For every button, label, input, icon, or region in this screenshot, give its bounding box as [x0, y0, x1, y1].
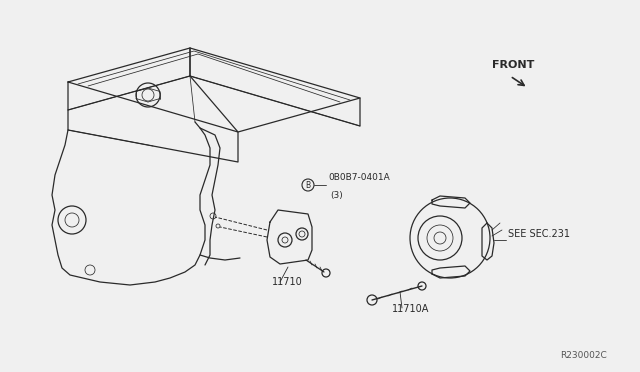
Text: SEE SEC.231: SEE SEC.231: [508, 229, 570, 239]
Text: R230002C: R230002C: [560, 351, 607, 360]
Text: FRONT: FRONT: [492, 60, 534, 70]
Text: (3): (3): [330, 191, 343, 200]
Text: 11710: 11710: [272, 277, 303, 287]
Text: 0B0B7-0401A: 0B0B7-0401A: [328, 173, 390, 182]
Text: B: B: [305, 180, 310, 189]
Text: 11710A: 11710A: [392, 304, 429, 314]
